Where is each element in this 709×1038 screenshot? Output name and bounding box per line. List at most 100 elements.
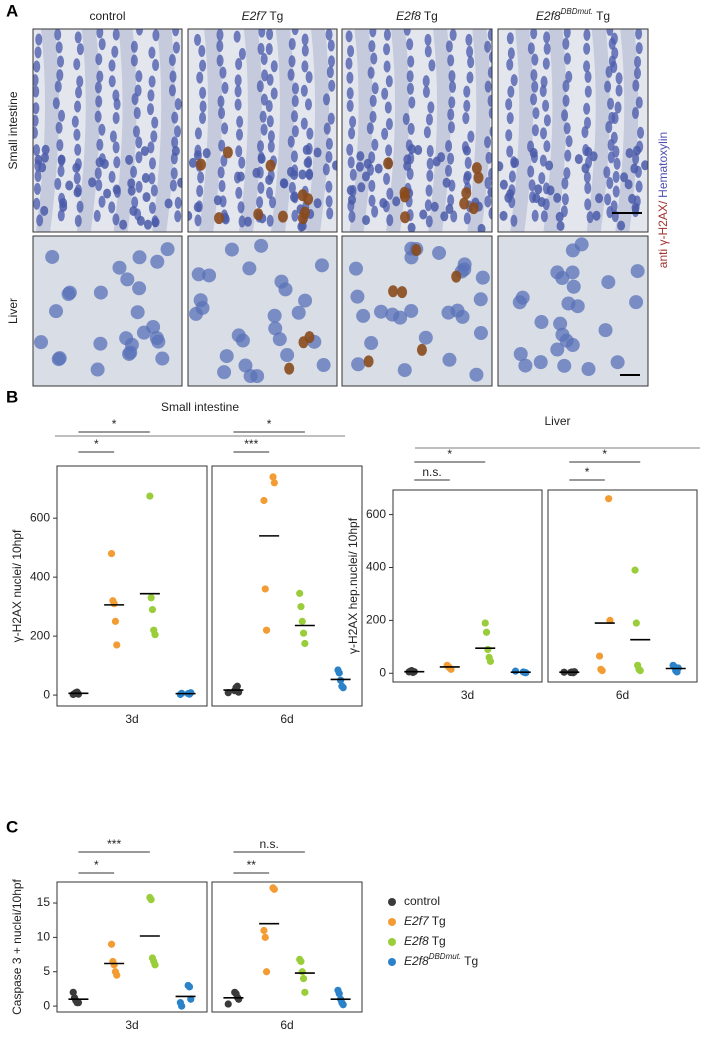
nucleus [386, 214, 394, 227]
nucleus [136, 215, 145, 226]
data-point [511, 667, 520, 675]
nucleus [371, 82, 379, 95]
nucleus [108, 170, 116, 183]
nucleus [407, 222, 416, 232]
facet-panel [547, 489, 698, 683]
nucleus [268, 321, 283, 336]
nucleus [624, 179, 633, 190]
nucleus [242, 261, 257, 276]
stained-nucleus [383, 157, 394, 170]
nucleus [346, 87, 354, 100]
nucleus [238, 358, 253, 373]
nucleus [545, 160, 554, 171]
nucleus [542, 57, 550, 70]
nucleus [586, 211, 594, 224]
y-tick-label: 5 [43, 964, 50, 978]
nucleus [383, 172, 391, 185]
nucleus [65, 180, 74, 191]
nucleus [234, 98, 242, 111]
nucleus [220, 154, 228, 167]
nucleus [108, 201, 116, 214]
data-point [260, 496, 268, 505]
nucleus [557, 358, 572, 373]
nucleus [291, 94, 299, 107]
gene-name: control [404, 894, 440, 908]
nucleus [57, 209, 65, 222]
nucleus [57, 55, 65, 68]
nucleus [96, 70, 104, 83]
nucleus [466, 45, 474, 58]
nucleus [348, 210, 356, 223]
nucleus [510, 74, 518, 87]
nucleus [160, 242, 175, 257]
data-point [185, 983, 194, 991]
nucleus [566, 279, 581, 294]
villus [510, 29, 534, 232]
nucleus [403, 29, 411, 36]
nucleus [290, 150, 298, 163]
nucleus [345, 30, 353, 43]
superscript: DBDmut. [429, 952, 461, 961]
gene-name: E2f8 [536, 9, 561, 23]
nucleus [120, 272, 135, 287]
nucleus [507, 85, 515, 98]
micrograph-content [498, 29, 648, 232]
nucleus [266, 214, 274, 227]
micrograph [32, 28, 183, 233]
nucleus [628, 193, 637, 204]
nucleus [531, 80, 539, 93]
nucleus [610, 355, 625, 370]
nucleus [195, 300, 210, 315]
data-point [74, 690, 83, 698]
nucleus [243, 216, 252, 227]
nucleus [371, 205, 379, 218]
nucleus [379, 198, 388, 209]
nucleus [553, 192, 562, 203]
stained-nucleus [284, 362, 295, 375]
nucleus [134, 84, 142, 97]
nucleus [94, 81, 102, 94]
nucleus [428, 59, 436, 72]
nucleus [112, 141, 120, 154]
nucleus [603, 166, 611, 179]
nucleus [386, 187, 394, 200]
nucleus [169, 70, 177, 83]
data-point [74, 999, 83, 1007]
nucleus [406, 38, 414, 51]
nucleus [217, 365, 232, 380]
nucleus [305, 169, 314, 180]
suffix: Tg [432, 914, 446, 928]
nucleus [630, 264, 645, 279]
nucleus [356, 308, 371, 323]
nucleus [33, 197, 41, 210]
nucleus [540, 210, 548, 223]
panel-letter: C [6, 817, 18, 836]
villus [76, 29, 100, 232]
nucleus [148, 201, 156, 214]
nucleus [368, 179, 376, 192]
data-point [335, 669, 343, 677]
nucleus [291, 125, 299, 138]
villus [199, 29, 223, 232]
gene-name: E2f7 [242, 9, 268, 23]
nucleus [374, 163, 383, 174]
nucleus [583, 29, 591, 41]
nucleus [290, 169, 299, 180]
nucleus [406, 167, 414, 180]
nucleus [611, 47, 619, 60]
row-label: Liver [6, 298, 20, 324]
nucleus [445, 164, 453, 177]
nucleus [235, 58, 243, 71]
nucleus [531, 124, 539, 137]
nucleus [488, 107, 492, 120]
nucleus [59, 197, 68, 208]
data-point [605, 495, 613, 503]
nucleus [484, 80, 492, 93]
stained-nucleus [388, 285, 399, 298]
nucleus [532, 107, 540, 120]
nucleus [635, 96, 643, 109]
legend-label: control [404, 894, 440, 908]
nucleus [265, 174, 274, 185]
facet-label: 6d [280, 1018, 293, 1032]
nucleus [507, 47, 515, 60]
